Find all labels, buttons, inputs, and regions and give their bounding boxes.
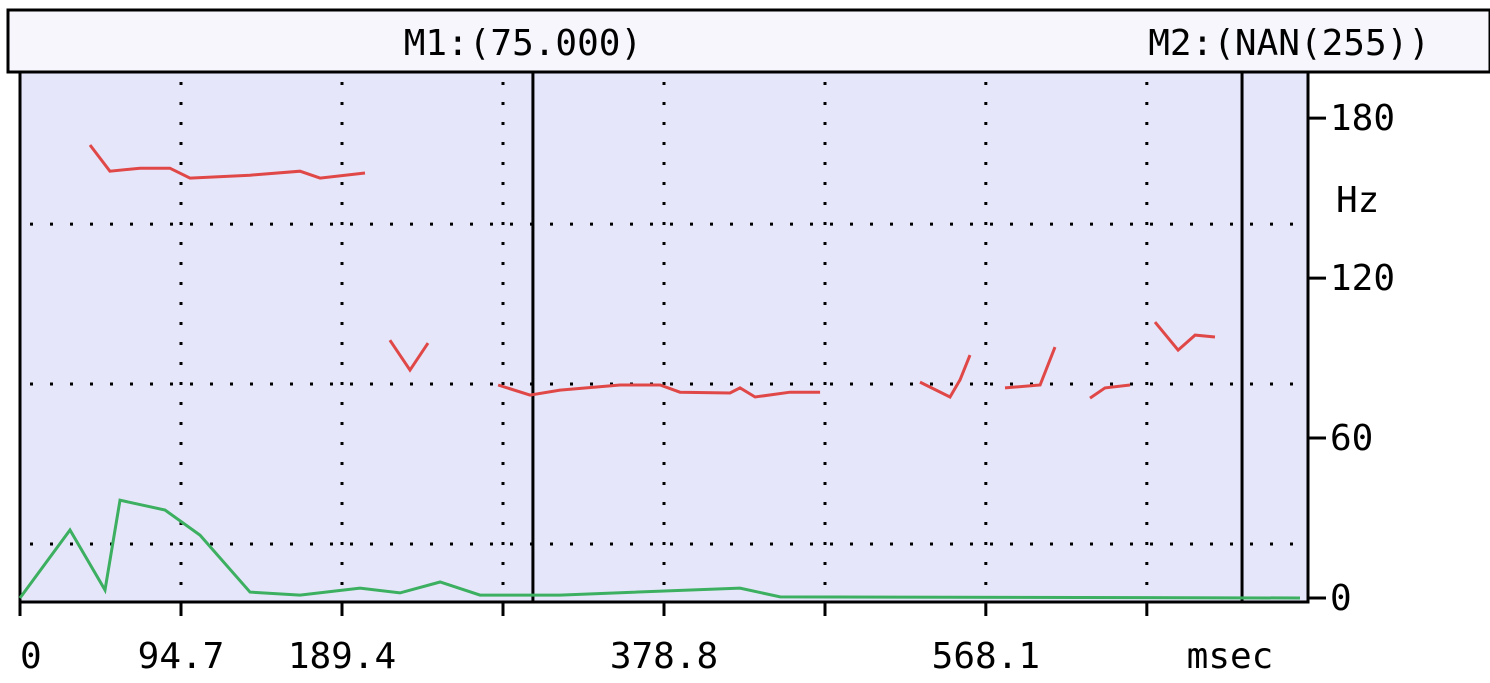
y-tick-label: 180	[1330, 98, 1395, 139]
header-bar	[6, 8, 1490, 74]
y-axis-label: Hz	[1336, 180, 1379, 221]
x-tick-label: 378.8	[610, 636, 718, 677]
y-tick-label: 0	[1330, 578, 1352, 619]
data-line	[88, 144, 1216, 400]
data-line	[18, 498, 1301, 600]
plot-area	[18, 70, 1310, 604]
cursor-label: M1:(75.000)	[404, 23, 642, 64]
cursor-label: M2:(NAN(255))	[1148, 23, 1430, 64]
y-tick-label: 60	[1330, 418, 1373, 459]
y-tick-label: 120	[1330, 258, 1395, 299]
x-tick-label: 94.7	[138, 636, 225, 677]
x-axis-label: msec	[1187, 636, 1274, 677]
x-tick-label: 0	[20, 636, 42, 677]
x-tick-label: 189.4	[288, 636, 396, 677]
x-tick-label: 568.1	[932, 636, 1040, 677]
